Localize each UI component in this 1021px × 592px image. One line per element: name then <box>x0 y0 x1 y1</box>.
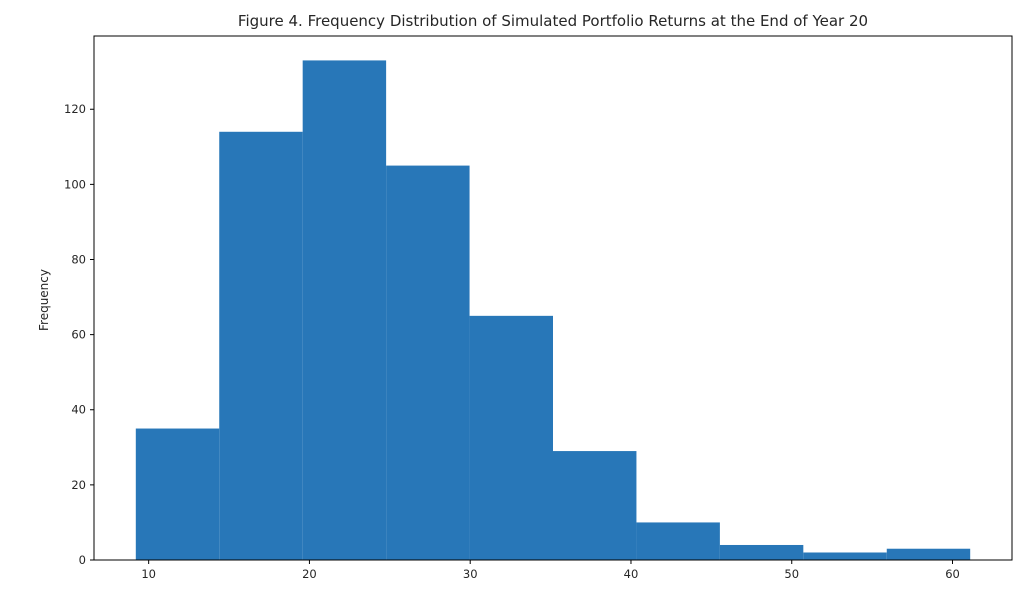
x-tick-label: 30 <box>463 567 478 581</box>
y-tick-label: 80 <box>71 252 86 266</box>
x-tick-label: 10 <box>141 567 156 581</box>
y-tick-label: 60 <box>71 328 86 342</box>
histogram-bar <box>135 428 220 560</box>
y-tick-label: 0 <box>79 553 86 567</box>
x-tick-label: 40 <box>624 567 639 581</box>
y-tick-label: 20 <box>71 478 86 492</box>
histogram-bar <box>553 451 637 560</box>
x-tick-label: 20 <box>302 567 317 581</box>
histogram-bars <box>135 60 971 560</box>
plot-frame <box>93 35 1013 561</box>
histogram-bar <box>803 552 887 560</box>
y-tick-label: 120 <box>64 102 86 116</box>
y-axis: 0 20 40 60 80 100 120 <box>64 102 94 567</box>
x-tick-label: 60 <box>945 567 960 581</box>
histogram-bar <box>719 544 804 560</box>
histogram-bar <box>886 548 971 560</box>
y-axis-label: Frequency <box>37 269 51 331</box>
histogram-bar <box>636 522 720 560</box>
y-tick-label: 40 <box>71 403 86 417</box>
histogram-bar <box>469 315 553 560</box>
histogram-bar <box>219 131 303 560</box>
x-axis: 10 20 30 40 50 60 <box>141 560 960 581</box>
histogram-bar <box>302 60 387 560</box>
x-tick-label: 50 <box>784 567 799 581</box>
chart-title: Figure 4. Frequency Distribution of Simu… <box>238 12 868 30</box>
y-tick-label: 100 <box>64 177 86 191</box>
histogram-bar <box>386 165 470 560</box>
